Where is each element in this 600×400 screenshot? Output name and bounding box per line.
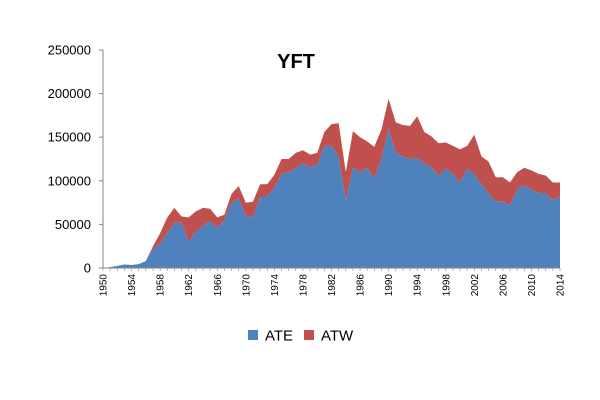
x-tick-label: 2010 — [527, 274, 538, 297]
legend-label-ate: ATE — [265, 328, 293, 345]
x-tick-label: 1978 — [298, 274, 309, 297]
legend: ATE ATW — [248, 328, 354, 345]
x-tick-label: 1982 — [327, 274, 338, 297]
x-tick-label: 1970 — [241, 274, 252, 297]
legend-label-atw: ATW — [321, 328, 354, 345]
x-tick-label: 1954 — [127, 274, 138, 297]
x-tick-label: 1966 — [213, 274, 224, 297]
y-tick-label: 100000 — [48, 173, 91, 188]
x-tick-label: 1986 — [356, 274, 367, 297]
legend-swatch-atw — [304, 330, 314, 340]
x-tick-label: 2006 — [498, 274, 509, 297]
plot-areas — [103, 98, 560, 268]
x-tick-label: 2014 — [556, 274, 567, 297]
x-axis-ticks: 1950 1954 1958 1962 1966 1970 1974 1978 1982 1986… — [99, 268, 567, 296]
x-tick-label: 1958 — [156, 274, 167, 297]
x-tick-label: 1994 — [413, 274, 424, 297]
x-tick-label: 1990 — [384, 274, 395, 297]
y-tick-label: 200000 — [48, 86, 91, 101]
y-tick-label: 250000 — [48, 43, 91, 58]
legend-swatch-ate — [248, 330, 258, 340]
x-tick-label: 1950 — [99, 274, 110, 297]
series-area-atw — [103, 98, 560, 268]
x-tick-label: 2002 — [470, 274, 481, 297]
chart-title: YFT — [277, 51, 315, 73]
x-tick-label: 1962 — [184, 274, 195, 297]
x-tick-label: 1998 — [441, 274, 452, 297]
y-tick-label: 50000 — [55, 217, 91, 232]
y-tick-label: 0 — [84, 261, 91, 276]
x-tick-label: 1974 — [270, 274, 281, 297]
y-axis-ticks: 0 50000 100000 150000 200000 250000 — [48, 43, 103, 276]
y-tick-label: 150000 — [48, 130, 91, 145]
series-area-ate — [103, 128, 560, 268]
